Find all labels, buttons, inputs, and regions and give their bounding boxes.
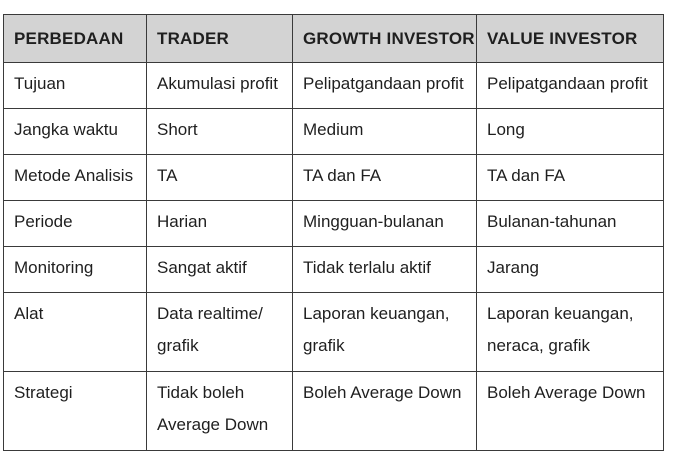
header-trader: TRADER bbox=[146, 14, 293, 63]
table-cell: Mingguan-bulanan bbox=[292, 200, 477, 247]
header-value-investor: VALUE INVESTOR bbox=[476, 14, 664, 63]
table-cell: Short bbox=[146, 108, 293, 155]
cell-line: grafik bbox=[303, 336, 345, 355]
table-cell: Laporan keuangan, neraca, grafik bbox=[476, 292, 664, 372]
table-row: Tujuan Akumulasi profit Pelipatgandaan p… bbox=[3, 62, 664, 109]
cell-line: Average Down bbox=[157, 415, 269, 434]
table-cell: Bulanan-tahunan bbox=[476, 200, 664, 247]
table-row: Alat Data realtime/ grafik Laporan keuan… bbox=[3, 292, 664, 372]
cell-line: Laporan keuangan, bbox=[303, 304, 450, 323]
table-cell: Sangat aktif bbox=[146, 246, 293, 293]
table-header-row: PERBEDAAN TRADER GROWTH INVESTOR VALUE I… bbox=[3, 14, 664, 63]
table-cell: Harian bbox=[146, 200, 293, 247]
row-label-strategi: Strategi bbox=[3, 371, 147, 451]
row-label-jangka-waktu: Jangka waktu bbox=[3, 108, 147, 155]
table-cell: Tidak terlalu aktif bbox=[292, 246, 477, 293]
table-cell: Laporan keuangan, grafik bbox=[292, 292, 477, 372]
cell-line: Data realtime/ bbox=[157, 304, 263, 323]
table-cell: Boleh Average Down bbox=[292, 371, 477, 451]
header-growth-investor: GROWTH INVESTOR bbox=[292, 14, 477, 63]
row-label-monitoring: Monitoring bbox=[3, 246, 147, 293]
cell-line: Tidak boleh bbox=[157, 383, 245, 402]
row-label-tujuan: Tujuan bbox=[3, 62, 147, 109]
header-perbedaan: PERBEDAAN bbox=[3, 14, 147, 63]
comparison-table-container: PERBEDAAN TRADER GROWTH INVESTOR VALUE I… bbox=[3, 14, 664, 451]
table-row: Strategi Tidak boleh Average Down Boleh … bbox=[3, 371, 664, 451]
row-label-periode: Periode bbox=[3, 200, 147, 247]
table-cell: Pelipatgandaan profit bbox=[292, 62, 477, 109]
table-row: Periode Harian Mingguan-bulanan Bulanan-… bbox=[3, 200, 664, 247]
table-cell: TA dan FA bbox=[292, 154, 477, 201]
cell-line: neraca, grafik bbox=[487, 336, 590, 355]
table-cell: TA dan FA bbox=[476, 154, 664, 201]
table-row: Metode Analisis TA TA dan FA TA dan FA bbox=[3, 154, 664, 201]
comparison-table: PERBEDAAN TRADER GROWTH INVESTOR VALUE I… bbox=[3, 14, 664, 451]
row-label-metode-analisis: Metode Analisis bbox=[3, 154, 147, 201]
table-cell: Akumulasi profit bbox=[146, 62, 293, 109]
table-cell: TA bbox=[146, 154, 293, 201]
table-cell: Data realtime/ grafik bbox=[146, 292, 293, 372]
cell-line: Laporan keuangan, bbox=[487, 304, 634, 323]
table-cell: Medium bbox=[292, 108, 477, 155]
table-cell: Pelipatgandaan profit bbox=[476, 62, 664, 109]
table-cell: Jarang bbox=[476, 246, 664, 293]
table-row: Monitoring Sangat aktif Tidak terlalu ak… bbox=[3, 246, 664, 293]
cell-line: grafik bbox=[157, 336, 199, 355]
table-cell: Boleh Average Down bbox=[476, 371, 664, 451]
table-cell: Tidak boleh Average Down bbox=[146, 371, 293, 451]
row-label-alat: Alat bbox=[3, 292, 147, 372]
table-row: Jangka waktu Short Medium Long bbox=[3, 108, 664, 155]
table-cell: Long bbox=[476, 108, 664, 155]
